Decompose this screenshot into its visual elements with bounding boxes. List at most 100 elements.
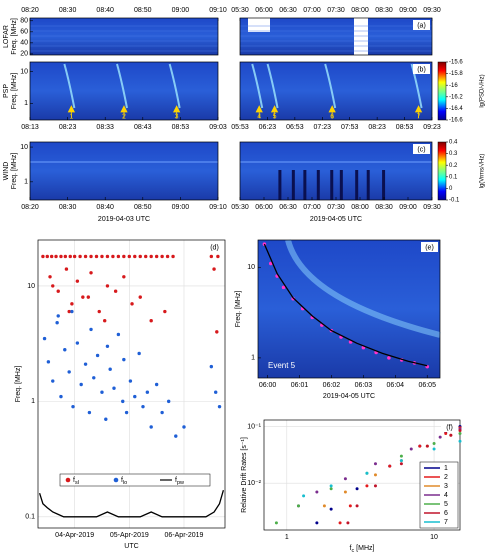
x-tick-label: 07:23 (314, 124, 332, 131)
y-tick-label: 10⁻² (247, 480, 261, 487)
colorbar (437, 141, 447, 201)
x-tick-label: 06:30 (279, 204, 297, 211)
event-label: 7 (417, 113, 421, 120)
data-point (302, 494, 306, 498)
y-tick-label: 20 (20, 51, 28, 58)
data-point (355, 487, 359, 491)
top-x-tick-label: 08:30 (59, 7, 77, 14)
data-point (149, 425, 153, 429)
data-point (338, 521, 342, 525)
x-tick-label: 09:00 (172, 204, 190, 211)
data-point (399, 454, 403, 458)
data-point (387, 356, 391, 360)
data-point (124, 410, 129, 415)
data-point (355, 504, 359, 508)
data-point (348, 504, 352, 508)
data-point (113, 289, 118, 293)
legend-label: 5 (444, 501, 448, 508)
data-point (144, 254, 148, 259)
x-tick-label: 06:01 (291, 382, 309, 389)
y-tick-label: 1 (31, 398, 35, 405)
panel-label-box (413, 144, 430, 154)
x-axis-label: 2019-04-05 UTC (323, 393, 375, 400)
panel-label: (e) (425, 244, 434, 251)
data-point (89, 327, 93, 332)
data-point (75, 279, 80, 283)
data-point (458, 432, 462, 436)
data-point (346, 521, 350, 525)
legend-label: fsl (73, 477, 79, 487)
axes-frame (29, 17, 219, 56)
legend-label: fpw (175, 477, 184, 487)
legend-label: 1 (444, 465, 448, 472)
spectrogram-image (258, 240, 440, 378)
data-point (149, 254, 153, 259)
data-point (105, 344, 110, 348)
data-point (59, 394, 63, 399)
panel-label-box (421, 242, 438, 252)
x-tick-label: 09:00 (399, 204, 417, 211)
top-x-tick-label: 09:10 (209, 7, 227, 14)
data-point (138, 254, 142, 259)
axes-frame (37, 239, 226, 529)
data-dropout (303, 170, 307, 200)
event-arrow (120, 105, 128, 118)
data-point (95, 353, 100, 358)
data-point (81, 295, 85, 299)
x-tick-label: 08:50 (134, 204, 152, 211)
data-point (89, 254, 93, 259)
x-tick-label: 09:23 (423, 124, 441, 131)
colorbar-tick-label: 0 (449, 186, 453, 192)
data-point (281, 285, 286, 290)
type-iii-burst (63, 63, 76, 109)
x-tick-label: 08:40 (96, 204, 114, 211)
data-point (174, 434, 178, 438)
x-tick-label: 1 (285, 534, 289, 541)
legend-swatch (113, 477, 119, 483)
y-axis-label: Freq. [MHz] (15, 366, 22, 403)
y-tick-label: 0.1 (25, 514, 35, 521)
data-point (112, 386, 116, 390)
data-point (399, 459, 403, 463)
data-point (163, 309, 167, 314)
y-tick-label: 10 (247, 264, 255, 271)
instrument-label: WIND (3, 162, 10, 181)
data-point (373, 473, 377, 477)
data-point (365, 471, 369, 475)
x-tick-label: 04-Apr-2019 (55, 532, 94, 539)
data-point (458, 439, 462, 443)
data-point (67, 370, 71, 374)
x-tick-label: 10 (430, 534, 438, 541)
panel-label: (c) (417, 146, 425, 153)
data-point (160, 410, 164, 415)
event-label: 6 (330, 113, 334, 120)
data-point (145, 390, 150, 394)
colorbar-tick-label: -15.8 (449, 71, 463, 77)
x-axis-label: 2019-04-05 UTC (310, 216, 362, 223)
data-point (79, 382, 83, 387)
x-tick-label: 08:53 (396, 124, 414, 131)
data-point (56, 314, 60, 318)
x-tick-label: 05:30 (231, 204, 249, 211)
data-point (97, 309, 101, 314)
event-label: 3 (175, 113, 179, 120)
data-point (89, 271, 93, 275)
event-label: 4 (257, 113, 261, 120)
x-tick-label: 06:23 (259, 124, 277, 131)
x-tick-label: 05-Apr-2019 (110, 532, 149, 539)
data-dropout (355, 170, 359, 200)
data-point (108, 367, 112, 371)
data-point (71, 404, 75, 409)
series-line (263, 243, 428, 367)
axes-frame (29, 141, 219, 201)
colorbar-tick-label: -16.6 (449, 118, 463, 124)
top-x-tick-label: 08:50 (134, 7, 152, 14)
x-tick-label: 08:20 (21, 204, 39, 211)
colorbar-label: lg(PSD/√Hz) (479, 74, 486, 107)
y-axis-label: Freq. [MHz] (11, 73, 18, 110)
data-point (425, 444, 429, 448)
x-tick-label: 06:00 (255, 204, 273, 211)
data-point (137, 351, 141, 356)
data-dropout (278, 170, 282, 200)
